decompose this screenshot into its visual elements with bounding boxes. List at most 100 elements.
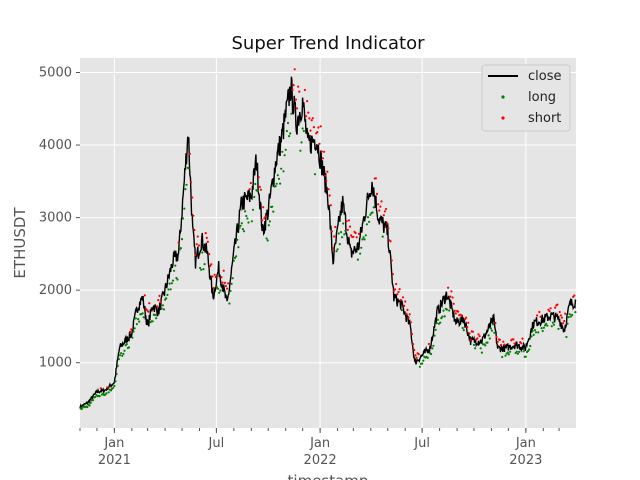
short-point bbox=[520, 342, 523, 345]
short-point bbox=[264, 215, 267, 218]
long-point bbox=[203, 263, 206, 266]
long-point bbox=[116, 364, 119, 367]
short-point bbox=[404, 300, 407, 303]
long-point bbox=[279, 182, 282, 185]
short-point bbox=[452, 302, 455, 305]
short-point bbox=[192, 214, 195, 217]
short-point bbox=[460, 315, 463, 318]
long-point bbox=[338, 243, 341, 246]
long-point bbox=[361, 238, 364, 241]
long-point bbox=[472, 343, 476, 346]
long-point bbox=[88, 404, 91, 407]
long-point bbox=[445, 308, 448, 311]
long-point bbox=[372, 206, 375, 209]
long-point bbox=[250, 220, 253, 223]
long-point bbox=[488, 337, 491, 340]
short-point bbox=[378, 209, 381, 212]
short-point bbox=[226, 287, 229, 290]
long-point bbox=[127, 346, 131, 349]
short-point bbox=[395, 282, 398, 286]
short-point bbox=[414, 354, 417, 357]
short-point bbox=[332, 247, 335, 250]
long-point bbox=[422, 359, 425, 362]
short-point bbox=[499, 344, 503, 347]
long-point bbox=[442, 309, 445, 312]
short-point bbox=[478, 335, 481, 338]
long-point bbox=[113, 384, 116, 387]
long-point bbox=[180, 238, 184, 241]
long-point bbox=[200, 268, 203, 271]
short-point bbox=[457, 310, 460, 313]
short-point bbox=[318, 142, 321, 145]
short-point bbox=[130, 328, 133, 331]
short-point bbox=[498, 338, 501, 341]
short-point bbox=[406, 308, 409, 311]
short-point bbox=[348, 225, 352, 228]
long-point bbox=[131, 336, 134, 339]
long-point bbox=[546, 324, 549, 327]
long-point bbox=[162, 308, 166, 311]
short-point bbox=[259, 188, 262, 191]
short-point bbox=[469, 338, 472, 341]
long-point bbox=[550, 325, 553, 328]
long-point bbox=[493, 331, 496, 334]
long-point bbox=[359, 252, 362, 255]
short-point bbox=[558, 310, 561, 314]
long-point bbox=[381, 235, 384, 238]
legend-long-label: long bbox=[528, 90, 556, 105]
short-point bbox=[106, 386, 109, 389]
short-point bbox=[387, 227, 390, 230]
short-point bbox=[453, 309, 456, 312]
y-tick-label: 1000 bbox=[39, 356, 72, 371]
long-point bbox=[142, 316, 145, 319]
long-point bbox=[302, 129, 305, 133]
long-point bbox=[137, 318, 140, 321]
short-point bbox=[563, 319, 566, 323]
short-point bbox=[221, 281, 224, 284]
short-point bbox=[350, 234, 353, 237]
long-point bbox=[441, 315, 444, 318]
long-point bbox=[173, 269, 176, 272]
short-point bbox=[156, 305, 159, 308]
short-point bbox=[357, 232, 361, 235]
short-point bbox=[220, 276, 223, 279]
short-point bbox=[223, 281, 226, 284]
short-point bbox=[99, 387, 102, 390]
short-point bbox=[204, 232, 207, 235]
long-point bbox=[290, 112, 293, 115]
legend-short-swatch bbox=[501, 116, 505, 120]
short-point bbox=[512, 338, 515, 341]
long-point bbox=[121, 354, 124, 357]
long-point bbox=[313, 173, 317, 176]
long-point bbox=[366, 216, 370, 219]
long-point bbox=[369, 213, 372, 216]
long-point bbox=[166, 293, 169, 296]
short-point bbox=[147, 310, 150, 313]
long-point bbox=[430, 352, 433, 356]
short-point bbox=[536, 314, 539, 317]
short-point bbox=[206, 240, 209, 243]
short-point bbox=[450, 290, 453, 293]
long-point bbox=[217, 287, 220, 290]
short-point bbox=[248, 188, 251, 191]
y-axis-title: ETHUSDT bbox=[11, 207, 29, 279]
long-point bbox=[201, 251, 204, 254]
long-point bbox=[567, 316, 570, 319]
short-point bbox=[257, 176, 260, 179]
long-point bbox=[552, 323, 556, 326]
short-point bbox=[208, 253, 211, 256]
short-point bbox=[403, 304, 406, 307]
y-tick-label: 5000 bbox=[39, 66, 72, 81]
short-point bbox=[374, 177, 377, 180]
short-point bbox=[213, 273, 216, 276]
long-point bbox=[489, 327, 492, 330]
x-axis-title: timestamp bbox=[288, 472, 369, 480]
long-point bbox=[133, 327, 136, 330]
short-point bbox=[209, 264, 212, 267]
short-point bbox=[394, 288, 397, 291]
short-point bbox=[319, 125, 322, 128]
long-point bbox=[179, 247, 182, 250]
long-point bbox=[281, 150, 284, 153]
short-point bbox=[401, 296, 405, 299]
long-point bbox=[540, 327, 543, 330]
